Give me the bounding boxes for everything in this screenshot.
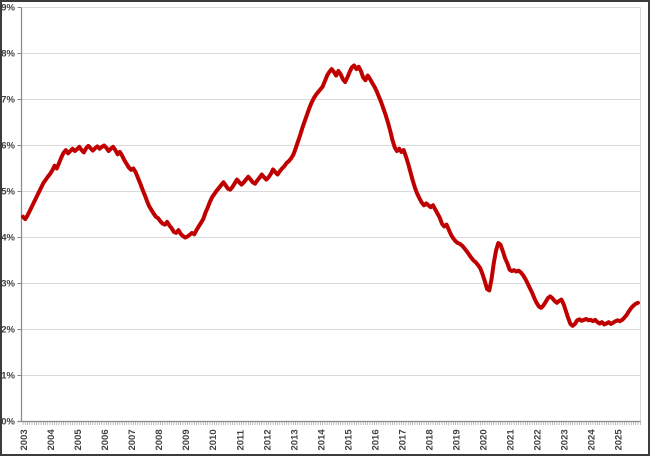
y-axis-tick-label: 4% (2, 233, 16, 244)
horizontal-gridlines (21, 7, 641, 422)
y-axis-tick-label: 2% (2, 325, 16, 336)
y-axis-tick-label: 9% (2, 3, 16, 14)
x-axis-year-label: 2025 (614, 429, 625, 451)
x-axis-year-label: 2017 (397, 429, 408, 450)
x-axis-year-label: 2008 (154, 429, 165, 450)
x-axis-year-label: 2006 (100, 429, 111, 450)
x-axis-year-label: 2011 (235, 429, 246, 450)
data-series-line (21, 63, 640, 328)
x-axis-year-label: 2003 (19, 429, 30, 450)
x-axis-year-label: 2023 (560, 429, 571, 450)
x-axis-year-label: 2021 (506, 429, 517, 451)
x-axis-year-label: 2010 (208, 429, 219, 450)
x-axis-year-label: 2004 (46, 429, 57, 451)
y-axis-tick-label: 7% (2, 95, 16, 106)
percentage-series-line (21, 63, 640, 328)
x-axis-year-label: 2005 (73, 429, 84, 451)
x-axis-year-label: 2024 (587, 429, 598, 451)
y-axis-tick-label: 3% (2, 279, 16, 290)
y-axis-tick-labels: 0% 1% 2% 3% 4% 5% 6% 7% 8% 9% (2, 3, 16, 428)
y-axis-tick-label: 1% (2, 371, 16, 382)
y-axis-tick-label: 0% (2, 417, 16, 428)
x-axis-year-label: 2007 (127, 429, 138, 450)
x-axis-year-label: 2016 (370, 429, 381, 450)
x-axis-year-label: 2012 (262, 429, 273, 450)
x-axis-year-label: 2014 (316, 429, 327, 451)
x-axis-year-label: 2013 (289, 429, 300, 450)
x-axis-year-label: 2022 (533, 429, 544, 450)
y-axis-tick-label: 6% (2, 141, 16, 152)
x-axis-year-label: 2015 (343, 429, 354, 451)
y-axis-tick-label: 8% (2, 49, 16, 60)
monthly-tick-marks (22, 421, 641, 425)
y-axis-tick-label: 5% (2, 187, 16, 198)
x-axis-year-label: 2009 (181, 429, 192, 450)
x-axis-year-label: 2018 (424, 429, 435, 450)
x-axis-year-labels: 2003 2004 2005 2006 2007 2008 2009 2010 2011 2012… (19, 429, 625, 451)
x-axis-year-label: 2019 (452, 429, 463, 450)
x-axis-year-label: 2020 (479, 429, 490, 450)
